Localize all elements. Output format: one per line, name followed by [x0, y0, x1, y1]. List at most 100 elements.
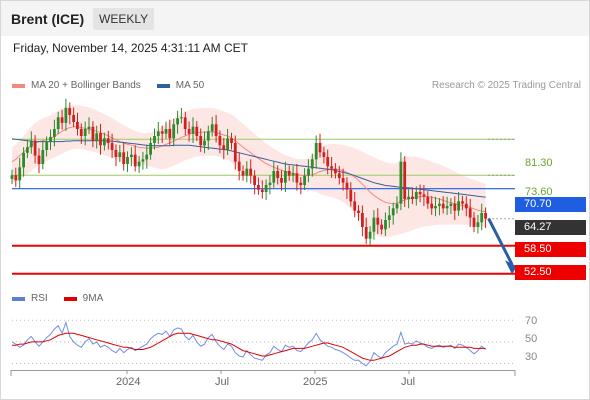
candle-body	[133, 154, 137, 167]
candle-body	[206, 131, 210, 141]
candle-body	[314, 143, 318, 160]
candle-body	[472, 217, 476, 227]
candle-body	[476, 222, 480, 227]
candle-body	[414, 192, 418, 199]
candle-body	[260, 189, 264, 192]
candle-body	[310, 159, 314, 169]
candle-body	[91, 126, 95, 141]
support-tag-58-50: 58.50	[515, 242, 586, 257]
candle-body	[245, 168, 249, 176]
x-tick-jul-2024: Jul	[215, 376, 230, 388]
candle-body	[214, 124, 218, 136]
candle-body	[322, 152, 326, 157]
candle-body	[291, 173, 295, 176]
candle-body	[430, 203, 434, 209]
candle-body	[318, 143, 322, 153]
candle-body	[357, 210, 360, 213]
x-tick-2025: 2025	[303, 376, 328, 388]
candle-body	[191, 126, 195, 134]
candle-body	[353, 201, 357, 211]
candle-body	[280, 178, 283, 183]
candle-body	[176, 118, 179, 125]
candle-body	[268, 182, 272, 185]
candle-body	[164, 129, 168, 134]
candle-body	[145, 154, 149, 160]
candle-body	[418, 192, 422, 195]
candle-body	[218, 136, 222, 146]
candle-body	[41, 150, 45, 164]
candle-body	[33, 140, 37, 156]
rsi-9ma-line	[12, 332, 486, 361]
candle-body	[441, 203, 445, 209]
candle-body	[372, 217, 376, 232]
candle-body	[195, 126, 199, 136]
candle-body	[72, 115, 75, 122]
candle-body	[233, 143, 237, 162]
level-label-81-30: 81.30	[525, 157, 553, 169]
candle-body	[349, 189, 353, 202]
candle-body	[141, 159, 145, 162]
candle-body	[87, 126, 91, 129]
candle-body	[361, 213, 364, 227]
timeframe-badge[interactable]: WEEKLY	[93, 8, 155, 30]
candle-body	[29, 140, 33, 148]
copyright: Research © 2025 Trading Central	[431, 80, 581, 91]
candle-body	[287, 171, 291, 176]
candle-body	[203, 140, 206, 146]
candle-body	[276, 171, 280, 178]
legend-swatch-9ma	[63, 296, 77, 301]
candle-body	[299, 182, 303, 185]
candle-body	[461, 201, 464, 204]
candle-body	[330, 166, 333, 169]
candle-body	[99, 133, 102, 146]
candle-body	[130, 154, 133, 157]
candle-body	[399, 161, 403, 204]
projection-arrow-head	[505, 260, 517, 275]
candle-body	[303, 175, 306, 185]
candle-body	[137, 161, 141, 167]
level-label-73-60: 73.60	[525, 186, 553, 198]
candle-body	[364, 227, 368, 239]
candle-body	[126, 157, 129, 164]
candle-body	[76, 122, 79, 129]
candle-body	[156, 131, 160, 136]
candle-body	[345, 182, 349, 190]
candle-body	[257, 185, 260, 190]
candle-body	[183, 117, 187, 129]
chart-header: Brent (ICE) WEEKLY	[1, 1, 589, 36]
candle-body	[341, 178, 345, 183]
x-tick-jul-2025: Jul	[401, 376, 416, 388]
candle-body	[464, 203, 468, 209]
candle-body	[272, 171, 276, 183]
candle-body	[149, 143, 152, 155]
candle-body	[153, 136, 156, 143]
candle-body	[118, 152, 122, 157]
candle-body	[168, 129, 172, 139]
projection-arrow-shaft	[487, 217, 514, 265]
ma50-line	[11, 138, 486, 198]
candle-body	[337, 173, 341, 178]
x-tick-2024: 2024	[116, 376, 141, 388]
candle-body	[403, 161, 407, 199]
candle-body	[368, 231, 372, 239]
candle-body	[53, 129, 56, 137]
candle-body	[49, 136, 52, 142]
candle-body	[407, 196, 410, 199]
support-tag-52-50: 52.50	[515, 265, 586, 280]
candle-body	[453, 203, 457, 211]
candle-body	[172, 124, 176, 139]
candle-body	[253, 175, 256, 185]
rsi-legend: RSI 9MA	[12, 293, 119, 304]
candle-body	[26, 147, 29, 153]
candle-body	[411, 196, 414, 199]
legend-swatch-rsi	[12, 296, 25, 301]
candle-body	[79, 129, 83, 136]
candle-body	[68, 108, 72, 115]
rsi-line	[11, 320, 486, 367]
timestamp: Friday, November 14, 2025 4:31:11 AM CET	[13, 41, 249, 55]
ma20-line	[11, 126, 486, 213]
candle-body	[22, 152, 25, 168]
candle-body	[10, 175, 14, 179]
candle-body	[18, 167, 22, 181]
